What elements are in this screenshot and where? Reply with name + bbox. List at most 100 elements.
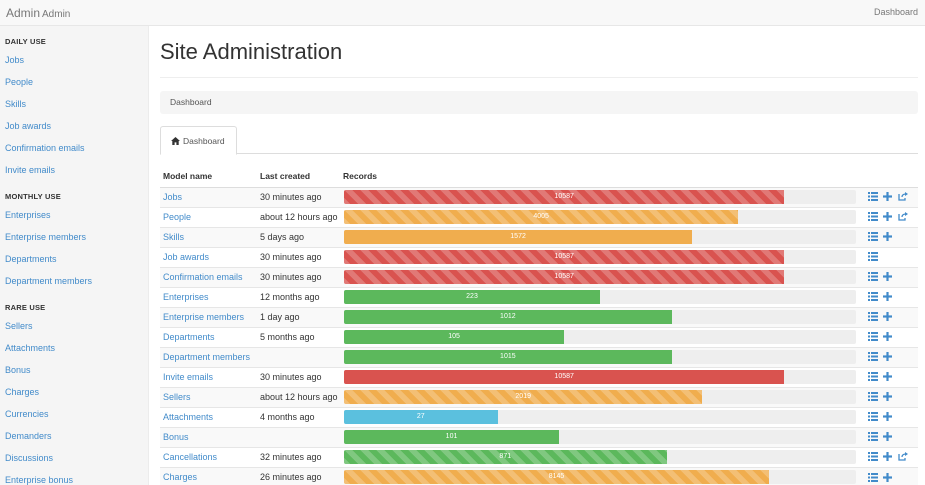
page-title: Site Administration (160, 39, 343, 64)
export-icon[interactable] (898, 452, 908, 462)
model-link[interactable]: Invite emails (163, 372, 214, 382)
model-link[interactable]: Departments (163, 332, 215, 342)
sidebar-item-demanders[interactable]: Demanders (5, 431, 52, 441)
model-link[interactable]: Cancellations (163, 452, 218, 462)
list-icon[interactable] (868, 352, 878, 362)
sidebar-item-enterprises[interactable]: Enterprises (5, 210, 51, 220)
model-link[interactable]: People (163, 212, 192, 222)
model-link[interactable]: Enterprises (163, 292, 209, 302)
list-icon[interactable] (868, 232, 878, 242)
plus-icon[interactable] (883, 412, 893, 422)
list-icon[interactable] (868, 312, 878, 322)
model-link[interactable]: Sellers (163, 392, 191, 402)
tab-dashboard[interactable]: Dashboard (160, 126, 237, 155)
plus-icon[interactable] (883, 212, 893, 222)
records-bar: 105 (344, 330, 565, 344)
header-records: Records (343, 166, 858, 188)
model-link[interactable]: Bonus (163, 432, 189, 442)
sidebar-item-discussions[interactable]: Discussions (5, 453, 54, 463)
list-icon[interactable] (868, 252, 878, 262)
sidebar-item-job-awards[interactable]: Job awards (5, 121, 52, 131)
list-icon[interactable] (868, 472, 878, 483)
title-divider (160, 77, 918, 78)
cell-actions (858, 266, 918, 287)
plus-icon[interactable] (883, 332, 893, 342)
plus-icon[interactable] (883, 372, 893, 382)
model-link[interactable]: Enterprise members (163, 312, 245, 322)
model-link[interactable]: Department members (163, 352, 251, 362)
cell-last-created: about 12 hours ago (257, 386, 343, 407)
sidebar-item-confirmation-emails[interactable]: Confirmation emails (5, 143, 85, 153)
list-icon[interactable] (868, 192, 878, 202)
sidebar-item-charges[interactable]: Charges (5, 387, 40, 397)
cell-model-name: Cancellations (160, 446, 257, 467)
model-link[interactable]: Job awards (163, 252, 210, 262)
records-progress: 105 (344, 330, 856, 344)
table-row: Jobs 30 minutes ago 10587 (160, 186, 918, 207)
cell-actions (858, 386, 918, 407)
list-icon[interactable] (868, 292, 878, 302)
list-icon[interactable] (868, 372, 878, 382)
brand[interactable]: Admin Admin (6, 6, 70, 20)
list-icon[interactable] (868, 432, 878, 442)
sidebar-item-sellers[interactable]: Sellers (5, 321, 33, 331)
cell-actions (858, 226, 918, 247)
records-bar: 2019 (344, 390, 703, 404)
cell-actions (858, 346, 918, 367)
cell-records: 8145 (343, 466, 858, 485)
list-icon[interactable] (868, 212, 878, 222)
plus-icon[interactable] (883, 352, 893, 362)
model-link[interactable]: Attachments (163, 412, 214, 422)
cell-last-created (257, 426, 343, 447)
cell-last-created: 5 days ago (257, 226, 343, 247)
cell-records: 4005 (343, 206, 858, 227)
sidebar-item-currencies[interactable]: Currencies (5, 409, 49, 419)
cell-records: 10587 (343, 186, 858, 207)
plus-icon[interactable] (883, 312, 893, 322)
table-row: Cancellations 32 minutes ago 871 (160, 446, 918, 467)
model-link[interactable]: Jobs (163, 192, 183, 202)
plus-icon[interactable] (883, 452, 893, 462)
cell-records: 101 (343, 426, 858, 447)
plus-icon[interactable] (883, 272, 893, 282)
export-icon[interactable] (898, 192, 908, 202)
plus-icon[interactable] (883, 192, 893, 202)
list-icon[interactable] (868, 452, 878, 462)
list-icon[interactable] (868, 332, 878, 342)
sidebar-item-department-members[interactable]: Department members (5, 276, 93, 286)
list-icon[interactable] (868, 412, 878, 422)
cell-records: 223 (343, 286, 858, 307)
breadcrumb: Dashboard (160, 91, 918, 114)
list-icon[interactable] (868, 272, 878, 282)
sidebar-item-attachments[interactable]: Attachments (5, 343, 56, 353)
cell-records: 10587 (343, 266, 858, 287)
plus-icon[interactable] (883, 292, 893, 302)
cell-last-created: 5 months ago (257, 326, 343, 347)
cell-model-name: Bonus (160, 426, 257, 447)
export-icon[interactable] (898, 212, 908, 222)
cell-actions (858, 366, 918, 387)
sidebar-item-people[interactable]: People (5, 77, 34, 87)
model-link[interactable]: Confirmation emails (163, 272, 243, 282)
plus-icon[interactable] (883, 432, 893, 442)
model-link[interactable]: Skills (163, 232, 185, 242)
sidebar-item-departments[interactable]: Departments (5, 254, 57, 264)
plus-icon[interactable] (883, 232, 893, 242)
list-icon[interactable] (868, 392, 878, 402)
cell-last-created: 30 minutes ago (257, 366, 343, 387)
sidebar-item-jobs[interactable]: Jobs (5, 55, 25, 65)
header-model-name: Model name (160, 166, 257, 188)
sidebar-item-bonus[interactable]: Bonus (5, 365, 31, 375)
model-link[interactable]: Charges (163, 472, 198, 483)
records-bar: 10587 (344, 370, 785, 384)
sidebar-item-skills[interactable]: Skills (5, 99, 27, 109)
plus-icon[interactable] (883, 392, 893, 402)
top-dashboard-link[interactable]: Dashboard (873, 7, 918, 17)
sidebar-item-enterprise-members[interactable]: Enterprise members (5, 232, 87, 242)
sidebar-item-invite-emails[interactable]: Invite emails (5, 165, 56, 175)
plus-icon[interactable] (883, 472, 893, 483)
cell-records: 1015 (343, 346, 858, 367)
cell-model-name: Charges (160, 466, 257, 485)
records-progress: 1012 (344, 310, 856, 324)
sidebar-item-enterprise-bonus[interactable]: Enterprise bonus (5, 475, 74, 485)
